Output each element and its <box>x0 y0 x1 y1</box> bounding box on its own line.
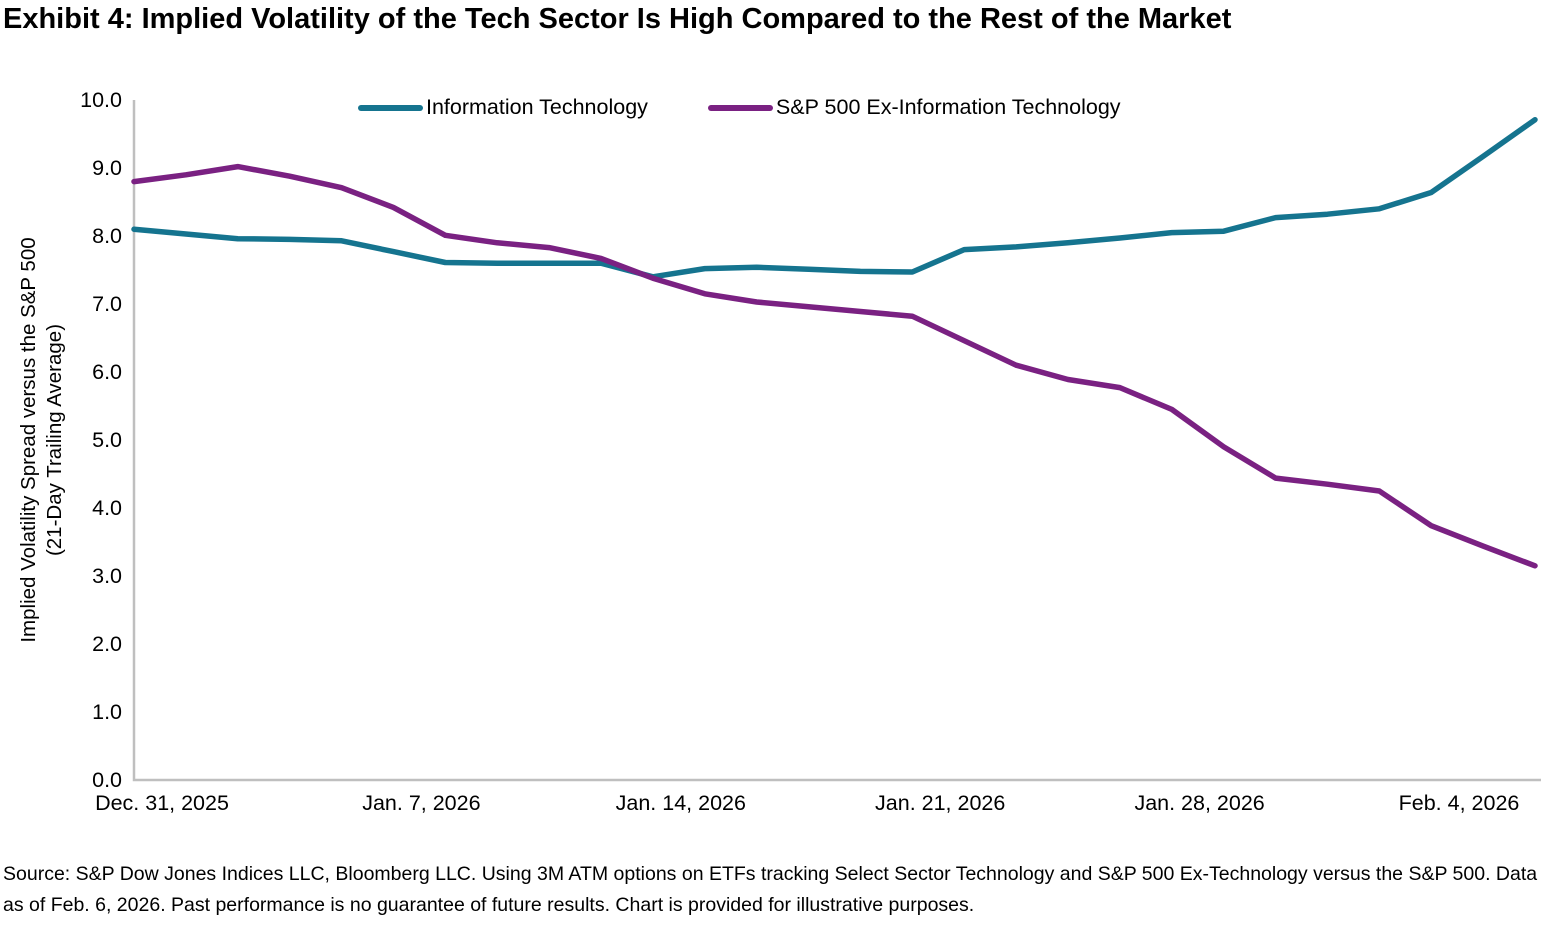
legend-item-information-technology: Information Technology <box>358 95 648 120</box>
series-line-information-technology <box>131 116 1538 280</box>
legend-line-swatch-purple <box>707 104 773 111</box>
legend-label: Information Technology <box>426 95 648 119</box>
legend: Information Technology S&P 500 Ex-Inform… <box>358 95 1121 120</box>
x-tick-label: Jan. 28, 2026 <box>1134 791 1265 815</box>
series-line-s-p-500-ex-information-technology <box>131 163 1538 569</box>
exhibit-title: Exhibit 4: Implied Volatility of the Tec… <box>3 3 1232 35</box>
y-tick-label: 7.0 <box>92 292 122 316</box>
x-tick-label: Dec. 31, 2025 <box>95 791 229 815</box>
y-tick-label: 5.0 <box>92 428 122 452</box>
y-tick-label: 10.0 <box>80 88 122 112</box>
y-tick-label: 3.0 <box>92 564 122 588</box>
legend-line-swatch-teal <box>358 104 423 111</box>
axis-lines <box>132 100 1541 782</box>
y-tick-label: 8.0 <box>92 224 122 248</box>
y-tick-label: 4.0 <box>92 496 122 520</box>
x-tick-label: Jan. 21, 2026 <box>875 791 1006 815</box>
y-tick-label: 9.0 <box>92 156 122 180</box>
y-tick-label: 2.0 <box>92 632 122 656</box>
source-note: Source: S&P Dow Jones Indices LLC, Bloom… <box>3 863 1538 916</box>
x-tick-label: Jan. 7, 2026 <box>362 791 481 815</box>
legend-item-sp500-ex-it: S&P 500 Ex-Information Technology <box>707 95 1121 120</box>
x-tick-label: Feb. 4, 2026 <box>1398 791 1520 815</box>
y-tick-label: 0.0 <box>92 768 122 792</box>
y-tick-label: 6.0 <box>92 360 122 384</box>
x-tick-label: Jan. 14, 2026 <box>615 791 746 815</box>
legend-label: S&P 500 Ex-Information Technology <box>775 95 1121 119</box>
y-tick-label: 1.0 <box>92 700 122 724</box>
